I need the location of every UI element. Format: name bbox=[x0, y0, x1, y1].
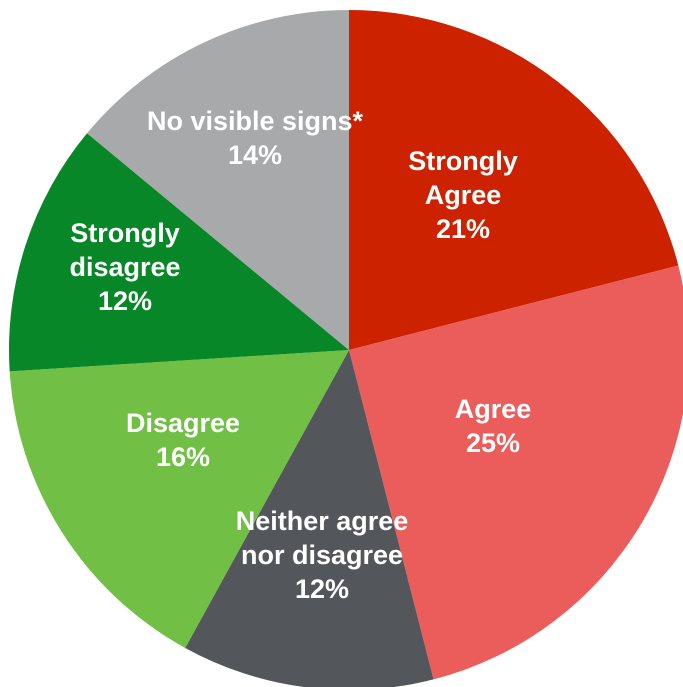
pie-slice-no-visible-signs bbox=[87, 10, 349, 350]
pie-slice-strongly-agree bbox=[349, 10, 679, 350]
pie-slice-neither-agree-nor-disagree bbox=[185, 350, 434, 687]
slice-value-label: 14% bbox=[228, 140, 282, 170]
slice-label: Neither agree nor disagree 12% bbox=[236, 506, 409, 604]
slice-category-label: Agree bbox=[425, 180, 502, 210]
slice-label: Strongly disagree 12% bbox=[69, 218, 180, 316]
slice-value-label: 25% bbox=[466, 428, 520, 458]
slice-value-label: 12% bbox=[295, 574, 349, 604]
slice-value-label: 21% bbox=[436, 214, 490, 244]
slice-category-label: Neither agree bbox=[236, 506, 409, 536]
slice-category-label: nor disagree bbox=[241, 540, 403, 570]
slice-label: Strongly Agree 21% bbox=[408, 146, 518, 244]
slice-label: Agree 25% bbox=[455, 394, 532, 458]
slice-category-label: disagree bbox=[69, 252, 180, 282]
slice-category-label: Agree bbox=[455, 394, 532, 424]
pie-slice-agree bbox=[349, 265, 683, 680]
slice-label: No visible signs* 14% bbox=[147, 106, 364, 170]
slice-category-label: No visible signs* bbox=[147, 106, 364, 136]
slice-category-label: Disagree bbox=[126, 408, 240, 438]
pie-slices bbox=[8, 10, 683, 687]
pie-slice-strongly-disagree bbox=[8, 133, 350, 372]
slice-category-label: Strongly bbox=[70, 218, 180, 248]
slice-value-label: 12% bbox=[98, 286, 152, 316]
pie-labels: Strongly Agree 21% Agree 25% Neither agree nor… bbox=[69, 106, 531, 604]
pie-slice-disagree bbox=[9, 350, 349, 648]
slice-label: Disagree 16% bbox=[126, 408, 240, 472]
slice-value-label: 16% bbox=[156, 442, 210, 472]
slice-category-label: Strongly bbox=[408, 146, 518, 176]
